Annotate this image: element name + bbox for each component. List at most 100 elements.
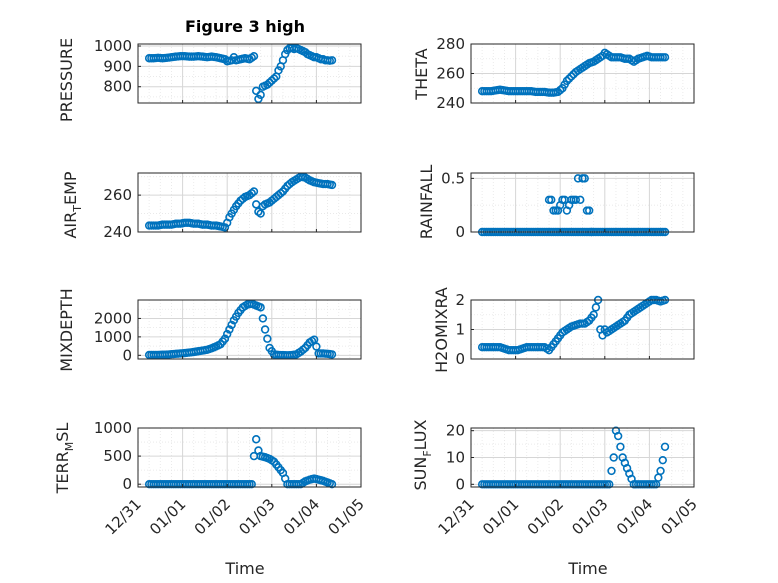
data-point — [191, 479, 201, 489]
y-tick-label: 1000 — [94, 37, 132, 55]
data-point — [280, 184, 290, 193]
x-tick-label: 12/31 — [435, 495, 478, 538]
data-point — [538, 87, 547, 97]
y-tick-label: 1000 — [94, 419, 132, 437]
data-point — [567, 72, 576, 81]
y-axis-label: RAINFALL — [417, 165, 436, 240]
data-point — [249, 187, 259, 196]
data-point — [182, 218, 192, 227]
data-points — [144, 43, 337, 104]
data-point — [200, 52, 210, 62]
data-point — [231, 479, 241, 489]
data-point — [489, 480, 498, 489]
data-point — [169, 349, 178, 359]
y-ticks: 0 10 20 — [446, 422, 474, 493]
y-tick-label: 0 — [455, 223, 465, 241]
data-point — [493, 85, 502, 95]
data-point — [298, 172, 308, 182]
data-point — [511, 345, 520, 355]
y-tick-label: 1 — [455, 321, 465, 339]
y-ticks: 00.5 — [441, 169, 474, 241]
y-tick-label: 0 — [122, 346, 132, 364]
data-point — [223, 329, 232, 339]
data-point — [256, 209, 265, 218]
data-point — [256, 90, 265, 100]
data-point — [618, 53, 627, 63]
data-point — [263, 453, 272, 463]
data-point — [524, 86, 534, 96]
x-tick-label: 01/05 — [325, 495, 368, 538]
data-point — [196, 346, 205, 356]
data-point — [498, 480, 507, 489]
x-tick-label: 01/04 — [280, 495, 323, 538]
data-point — [249, 300, 259, 309]
y-tick-label: 0 — [455, 475, 465, 493]
data-point — [260, 325, 270, 334]
data-point — [649, 53, 659, 62]
data-point — [616, 442, 625, 451]
data-point — [529, 343, 538, 352]
data-point — [234, 199, 243, 208]
label-part: LUX — [411, 419, 430, 450]
data-point — [649, 480, 659, 489]
y-ticks: 0 500 1000 — [94, 419, 141, 493]
data-point — [627, 56, 636, 65]
data-point — [658, 53, 667, 62]
data-point — [538, 480, 547, 489]
data-point — [294, 173, 303, 183]
data-points — [144, 435, 337, 489]
data-point — [205, 344, 214, 354]
data-point — [480, 86, 489, 96]
data-point — [165, 479, 174, 489]
y-tick-label: 260 — [436, 65, 465, 83]
data-point — [178, 219, 187, 228]
data-point — [229, 205, 239, 215]
data-point — [316, 179, 326, 188]
data-point — [538, 343, 547, 352]
data-point — [191, 52, 201, 61]
data-point — [151, 479, 161, 489]
data-point — [502, 345, 511, 354]
y-axis-label: H2OMIXRA — [432, 287, 451, 373]
data-point — [200, 345, 210, 355]
x-tick-label: 01/04 — [613, 495, 656, 538]
data-point — [582, 60, 592, 69]
data-point — [178, 52, 187, 61]
data-point — [225, 325, 234, 334]
data-point — [325, 180, 334, 189]
data-point — [640, 52, 650, 61]
data-point — [251, 86, 261, 95]
data-point — [263, 334, 272, 343]
data-point — [658, 296, 667, 305]
axes-box — [470, 172, 695, 233]
data-point — [254, 94, 263, 104]
data-point — [547, 88, 556, 97]
data-point — [156, 53, 165, 63]
y-tick-label: 1000 — [94, 328, 132, 346]
axes-box — [137, 43, 362, 104]
data-point — [312, 178, 321, 187]
data-point — [285, 479, 294, 489]
data-point — [515, 480, 525, 489]
data-point — [205, 52, 214, 62]
x-axis-label: Time — [567, 559, 607, 578]
data-point — [578, 319, 587, 328]
y-tick-label: 900 — [103, 57, 132, 75]
data-point — [533, 87, 543, 97]
data-point — [316, 476, 326, 485]
data-point — [280, 474, 290, 483]
data-point — [582, 480, 592, 489]
data-point — [631, 480, 641, 489]
data-point — [243, 54, 252, 63]
data-point — [272, 350, 281, 359]
data-point — [542, 480, 552, 489]
data-point — [660, 442, 670, 451]
data-point — [480, 480, 489, 489]
y-tick-label: 500 — [103, 447, 132, 465]
data-point — [609, 453, 618, 462]
data-point — [214, 53, 223, 62]
data-point — [160, 479, 169, 489]
data-point — [209, 52, 219, 62]
data-point — [156, 479, 165, 489]
data-point — [584, 206, 594, 215]
